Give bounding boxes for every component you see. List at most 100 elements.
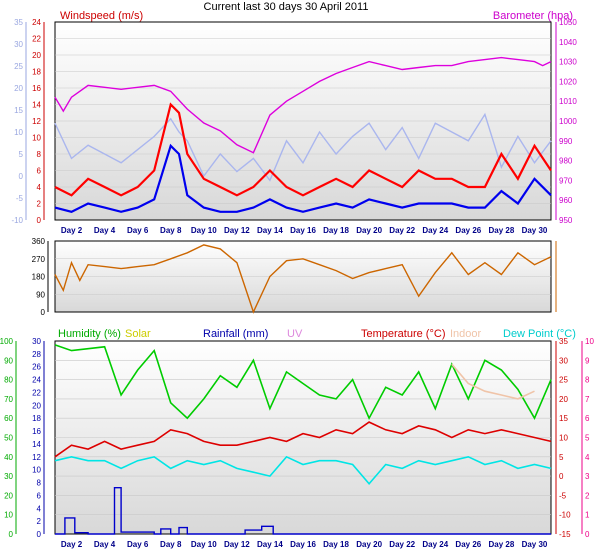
humidity-tick-label: 0	[9, 530, 14, 539]
compass-tick-label: W	[559, 0, 567, 2]
wind-outer-tick-label: 30	[14, 40, 23, 49]
series-average	[54, 143, 552, 213]
temperature-tick-label: 0	[559, 472, 564, 481]
legend-uv: UV	[287, 328, 303, 340]
rainfall-tick-label: 6	[37, 491, 42, 500]
humidity-tick-label: 100	[0, 337, 14, 346]
wind-inner-tick-label: 10	[32, 134, 41, 143]
x-tick-label: Day 14	[257, 226, 283, 235]
series-wind-speed-trend	[54, 112, 552, 182]
x-tick-label: Day 8	[160, 226, 182, 235]
legend-indoor: Indoor	[450, 328, 482, 340]
rainfall-tick-label: 0	[37, 530, 42, 539]
wind-series	[54, 56, 552, 213]
uv-tick-label: 1	[585, 511, 590, 520]
wind-inner-tick-label: 14	[32, 101, 41, 110]
rainfall-tick-label: 24	[32, 376, 41, 385]
humidity-tick-label: 20	[4, 491, 13, 500]
uv-tick-label: 7	[585, 395, 590, 404]
x-tick-label: Day 16	[290, 226, 316, 235]
temperature-tick-label: 10	[559, 434, 568, 443]
temperature-tick-label: 35	[559, 337, 568, 346]
x-tick-label: Day 6	[127, 226, 149, 235]
uv-tick-label: 8	[585, 376, 590, 385]
temperature-tick-label: -15	[559, 530, 571, 539]
rainfall-tick-label: 20	[32, 401, 41, 410]
x-tick-label: Day 26	[455, 540, 481, 549]
compass-tick-label: E	[559, 0, 564, 2]
series-humidity	[54, 344, 552, 421]
uv-axis: 0 1 2 3 4 5 6 7 8 9 10	[581, 337, 594, 539]
x-tick-label: Day 16	[290, 540, 316, 549]
x-tick-label: Day 4	[94, 540, 116, 549]
barometer-axis: 950 960 970 980 990 1000 1010 1020 1030 1040 1050	[555, 18, 577, 225]
x-tick-label: Day 24	[422, 540, 448, 549]
x-tick-label: Day 12	[224, 226, 250, 235]
x-tick-label: Day 30	[522, 540, 548, 549]
barometer-tick-label: 990	[559, 137, 573, 146]
humidity-tick-label: 40	[4, 453, 13, 462]
rainfall-tick-label: 8	[37, 479, 42, 488]
compass-tick-label: S	[559, 0, 564, 2]
legend-barometer: Barometer (hpa)	[493, 10, 573, 22]
x-tick-label: Day 28	[489, 540, 515, 549]
temperature-tick-label: 30	[559, 356, 568, 365]
barometer-tick-label: 950	[559, 216, 573, 225]
wind-x-ticks: Day 2 Day 4 Day 6 Day 8 Day 10 Day 12 Day 14 Da…	[61, 226, 548, 235]
direction-tick-label: 180	[32, 273, 46, 282]
wind-left-outer-axis: -10 -5 0 5 10 15 20 25 30 35	[11, 18, 27, 225]
barometer-tick-label: 1010	[559, 97, 577, 106]
barometer-tick-label: 960	[559, 196, 573, 205]
rainfall-tick-label: 10	[32, 466, 41, 475]
series-wind-direction	[54, 244, 552, 314]
temperature-tick-label: 15	[559, 414, 568, 423]
wind-grid	[55, 38, 551, 204]
legend-humidity: Humidity (%)	[58, 328, 121, 340]
uv-tick-label: 2	[585, 491, 590, 500]
x-tick-label: Day 22	[389, 226, 415, 235]
rainfall-tick-label: 22	[32, 388, 41, 397]
legend-temperature: Temperature (°C)	[361, 328, 445, 340]
series-temperature-c	[54, 421, 552, 458]
wind-barometer-panel: Windspeed (m/s) Barometer (hpa) -10-5051…	[11, 10, 577, 235]
direction-tick-label: 90	[36, 290, 45, 299]
x-tick-label: Day 2	[61, 226, 83, 235]
humidity-tick-label: 30	[4, 472, 13, 481]
uv-tick-label: 4	[585, 453, 590, 462]
x-tick-label: Day 22	[389, 540, 415, 549]
direction-series	[54, 244, 552, 314]
series-indoor	[451, 363, 535, 400]
x-tick-label: Day 18	[323, 226, 349, 235]
barometer-tick-label: 1040	[559, 38, 577, 47]
temperature-tick-label: 20	[559, 395, 568, 404]
uv-tick-label: 9	[585, 356, 590, 365]
series-rainfall-mm	[55, 487, 551, 535]
direction-compass-axis: NWSEN	[555, 0, 567, 312]
x-tick-label: Day 4	[94, 226, 116, 235]
x-tick-label: Day 18	[323, 540, 349, 549]
wind-inner-tick-label: 16	[32, 84, 41, 93]
uv-tick-label: 10	[585, 337, 594, 346]
wind-outer-tick-label: -10	[11, 216, 23, 225]
wind-inner-tick-label: 24	[32, 18, 41, 27]
x-tick-label: Day 6	[127, 540, 149, 549]
rainfall-tick-label: 16	[32, 427, 41, 436]
humidity-tick-label: 60	[4, 414, 13, 423]
humidity-tick-label: 80	[4, 376, 13, 385]
temperature-tick-label: 25	[559, 376, 568, 385]
wind-inner-tick-label: 8	[37, 150, 42, 159]
wind-inner-tick-label: 22	[32, 35, 41, 44]
wind-outer-tick-label: 20	[14, 84, 23, 93]
barometer-tick-label: 980	[559, 157, 573, 166]
legend-windspeed: Windspeed (m/s)	[60, 10, 143, 22]
temperature-x-ticks: Day 2 Day 4 Day 6 Day 8 Day 10 Day 12 Day 14 Da…	[61, 540, 548, 549]
wind-inner-tick-label: 20	[32, 51, 41, 60]
x-tick-label: Day 8	[160, 540, 182, 549]
compass-tick-label: N	[559, 0, 565, 2]
uv-tick-label: 5	[585, 434, 590, 443]
series-gust	[54, 102, 552, 197]
rainfall-tick-label: 2	[37, 517, 42, 526]
temperature-panel: Humidity (%) Solar Rainfall (mm) UV Temp…	[0, 328, 594, 549]
